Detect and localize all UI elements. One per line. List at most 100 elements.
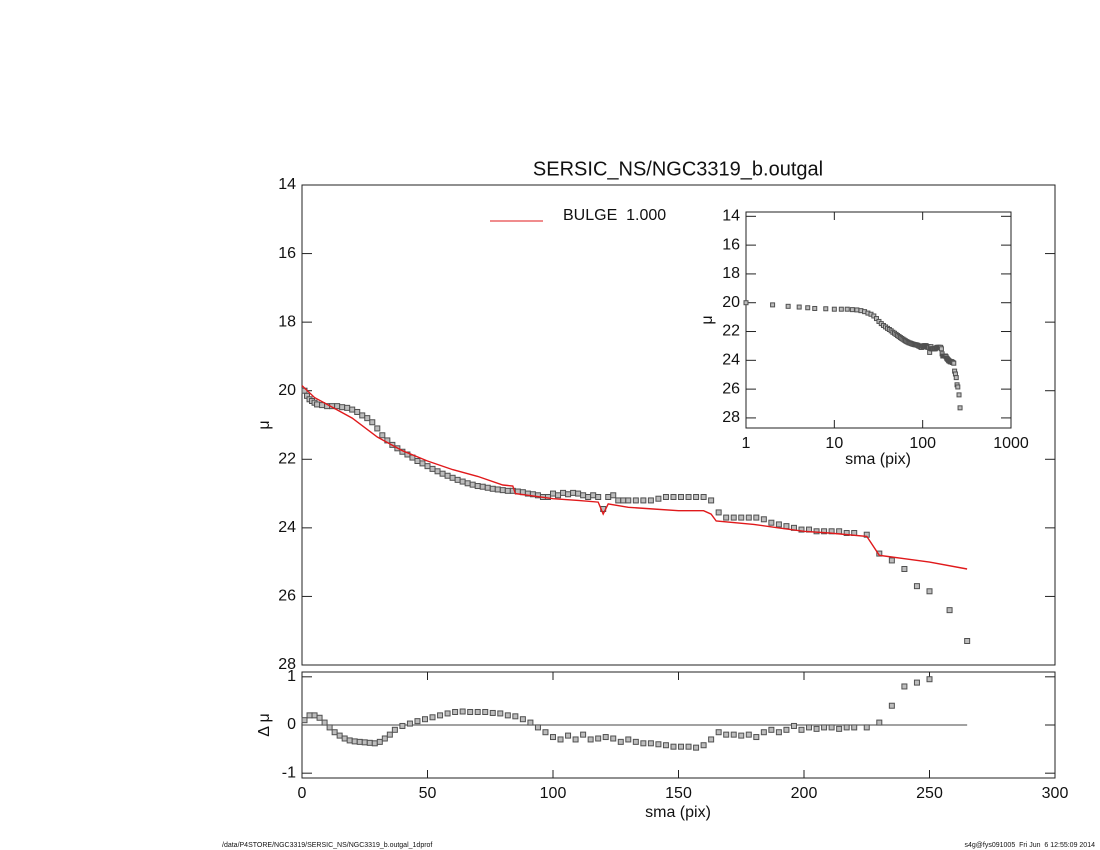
data-point bbox=[369, 419, 376, 426]
data-point bbox=[926, 676, 933, 683]
data-point bbox=[770, 302, 776, 308]
y-tick-label: -1 bbox=[282, 764, 296, 781]
data-point bbox=[926, 588, 933, 595]
data-point bbox=[595, 735, 602, 742]
data-point bbox=[685, 743, 692, 750]
data-point bbox=[662, 742, 669, 749]
data-point bbox=[484, 484, 491, 491]
data-point bbox=[479, 483, 486, 490]
data-point bbox=[715, 729, 722, 736]
data-point bbox=[306, 712, 313, 719]
data-point bbox=[605, 494, 612, 500]
y-tick-label: 24 bbox=[278, 519, 296, 536]
data-point bbox=[888, 557, 895, 564]
data-point bbox=[953, 375, 959, 381]
data-point bbox=[565, 491, 572, 498]
data-point bbox=[849, 307, 855, 313]
data-point bbox=[798, 726, 805, 733]
data-point bbox=[572, 736, 579, 743]
data-point bbox=[745, 514, 752, 521]
data-point bbox=[356, 738, 363, 745]
data-point bbox=[888, 702, 895, 709]
x-tick-label: 50 bbox=[419, 785, 437, 802]
data-point bbox=[602, 734, 609, 741]
y-tick-label: 20 bbox=[278, 382, 296, 399]
data-point bbox=[951, 360, 957, 366]
y-tick-label: 1 bbox=[287, 668, 296, 685]
y-tick-label: 18 bbox=[722, 265, 740, 282]
data-point bbox=[399, 722, 406, 729]
data-point bbox=[419, 460, 426, 467]
data-point bbox=[798, 526, 805, 533]
data-point bbox=[429, 714, 436, 721]
data-point bbox=[730, 731, 737, 738]
data-point bbox=[700, 742, 707, 749]
data-point bbox=[812, 305, 818, 311]
y-tick-label: 26 bbox=[722, 380, 740, 397]
main-frame bbox=[301, 184, 1056, 666]
data-point bbox=[662, 494, 669, 500]
data-point bbox=[331, 729, 338, 736]
data-point bbox=[361, 739, 368, 746]
data-point bbox=[715, 509, 722, 516]
data-point bbox=[836, 528, 843, 535]
data-point bbox=[738, 732, 745, 739]
data-point bbox=[334, 403, 341, 410]
data-point bbox=[414, 458, 421, 464]
x-tick-label: 250 bbox=[916, 785, 943, 802]
data-point bbox=[617, 738, 624, 745]
data-point bbox=[459, 478, 466, 485]
data-point bbox=[421, 716, 428, 723]
data-point bbox=[449, 474, 456, 481]
x-tick-label: 0 bbox=[298, 785, 307, 802]
data-point bbox=[851, 724, 858, 731]
model-line bbox=[301, 385, 968, 570]
data-point bbox=[580, 492, 587, 499]
data-point bbox=[806, 724, 813, 731]
y-tick-label: 14 bbox=[722, 208, 740, 225]
data-point bbox=[655, 741, 662, 748]
data-point bbox=[565, 732, 572, 739]
data-point bbox=[708, 736, 715, 743]
data-point bbox=[946, 607, 953, 614]
data-point bbox=[723, 514, 730, 521]
data-point bbox=[379, 432, 386, 439]
data-point bbox=[640, 497, 647, 504]
data-point bbox=[482, 708, 489, 715]
data-point bbox=[901, 683, 908, 690]
y-tick-label: 16 bbox=[722, 236, 740, 253]
data-point bbox=[632, 497, 639, 504]
data-point bbox=[359, 412, 366, 419]
data-point bbox=[429, 465, 436, 472]
data-point bbox=[314, 401, 321, 408]
data-point bbox=[836, 725, 843, 732]
data-point bbox=[620, 497, 627, 504]
data-point bbox=[467, 708, 474, 715]
x-tick-label: 300 bbox=[1042, 785, 1069, 802]
data-point bbox=[670, 494, 677, 500]
data-point bbox=[843, 530, 850, 536]
data-point bbox=[557, 736, 564, 743]
data-point bbox=[580, 731, 587, 738]
data-point bbox=[693, 744, 700, 751]
data-point bbox=[876, 719, 883, 726]
data-point bbox=[550, 490, 556, 497]
data-point bbox=[738, 514, 745, 521]
data-point bbox=[560, 489, 567, 496]
x-tick-label: 1 bbox=[742, 435, 751, 452]
y-tick-label: 28 bbox=[278, 656, 296, 673]
data-point bbox=[301, 717, 308, 724]
data-point bbox=[542, 729, 549, 736]
data-point bbox=[570, 489, 577, 496]
data-point bbox=[339, 404, 346, 411]
data-point bbox=[346, 737, 353, 744]
data-point bbox=[844, 306, 850, 312]
data-point bbox=[821, 528, 828, 535]
data-point bbox=[555, 492, 562, 499]
data-point bbox=[745, 731, 752, 738]
data-point bbox=[469, 481, 476, 488]
x-tick-label: 100 bbox=[909, 435, 936, 452]
data-point bbox=[723, 731, 730, 738]
data-point bbox=[625, 736, 632, 743]
y-tick-label: 14 bbox=[278, 176, 296, 193]
